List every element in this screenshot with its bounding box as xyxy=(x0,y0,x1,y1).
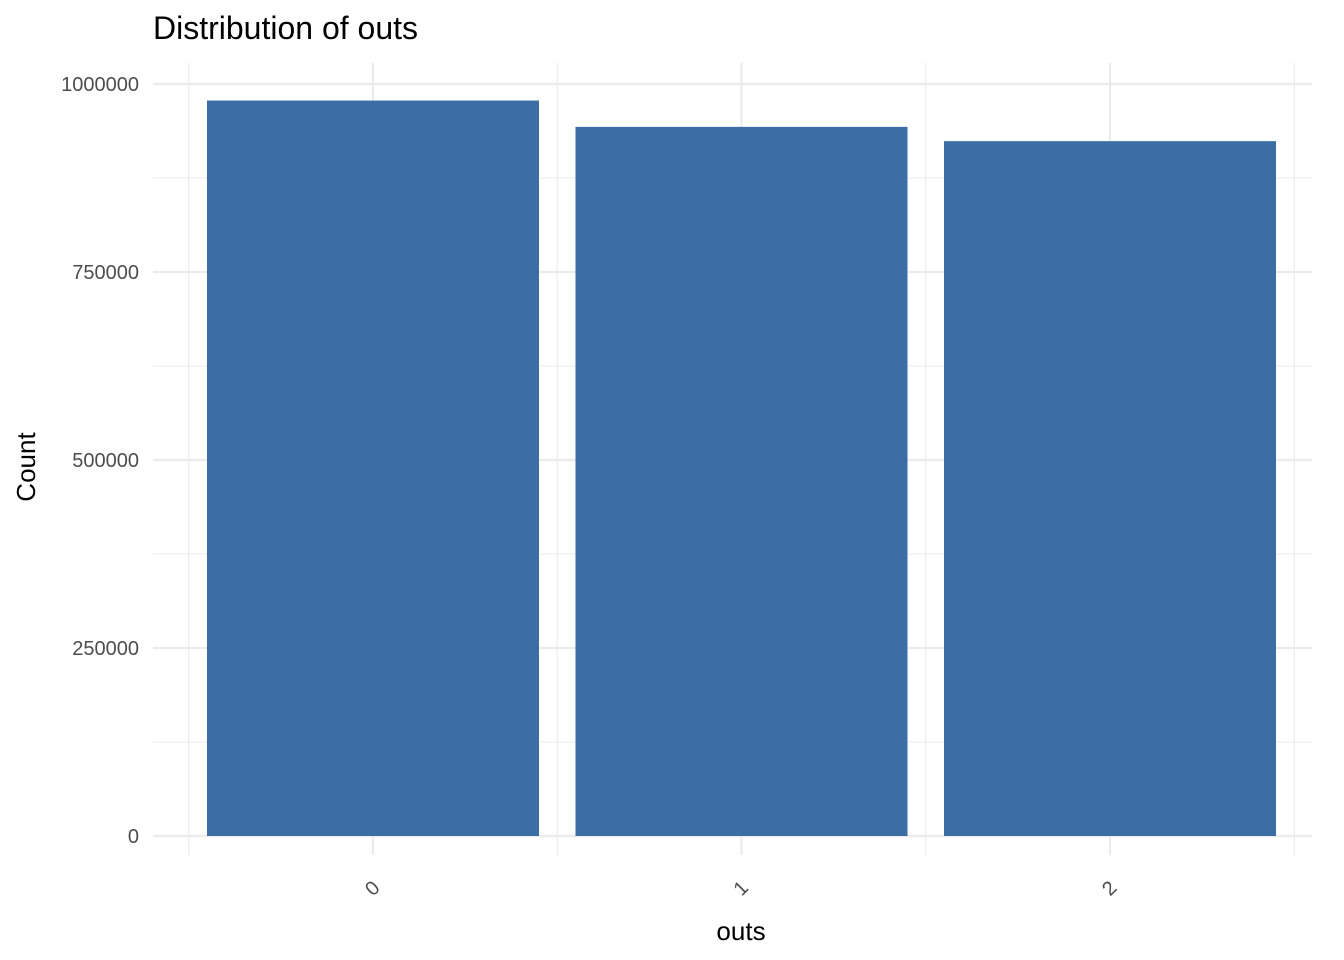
bar-1 xyxy=(575,126,908,836)
x-tick-label: 2 xyxy=(1098,877,1121,900)
y-tick-label: 750000 xyxy=(72,262,139,284)
y-tick-label: 500000 xyxy=(72,450,139,472)
y-tick-label: 250000 xyxy=(72,638,139,660)
bars xyxy=(207,100,1276,837)
y-tick-label: 0 xyxy=(128,826,139,848)
x-axis-title: outs xyxy=(716,916,765,946)
x-axis-tick-labels: 0 1 2 xyxy=(361,877,1121,900)
bar-2 xyxy=(944,141,1276,837)
x-tick-label: 1 xyxy=(730,877,753,900)
bar-0 xyxy=(207,100,539,836)
y-axis-title: Count xyxy=(11,432,41,502)
chart-title: Distribution of outs xyxy=(153,10,418,46)
y-tick-label: 1000000 xyxy=(61,74,139,96)
x-tick-label: 0 xyxy=(361,877,384,900)
y-axis-tick-labels: 0 250000 500000 750000 1000000 xyxy=(61,74,139,848)
